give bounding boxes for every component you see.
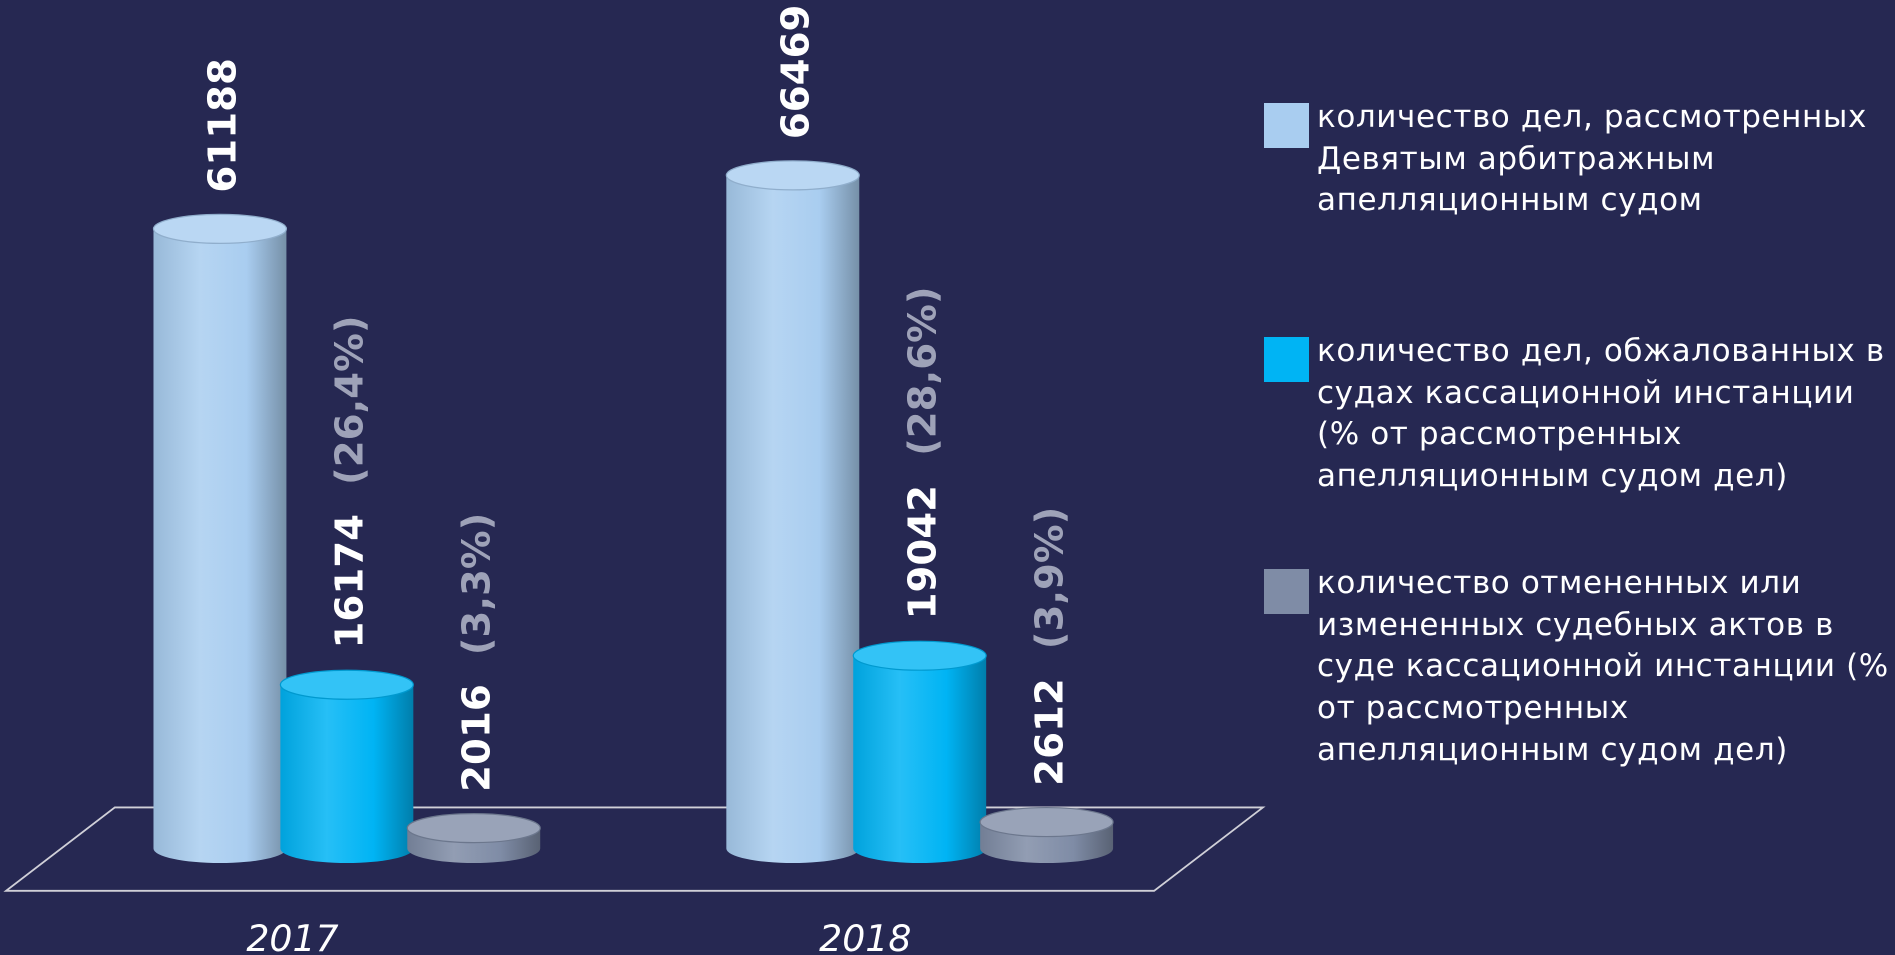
value-label: 2612 — [1027, 678, 1072, 786]
cylinder-top — [279, 669, 414, 700]
cylinder — [726, 175, 860, 864]
legend-swatch — [1264, 337, 1309, 382]
percent-label: (3,9%) — [1027, 507, 1072, 650]
value-label: 66469 — [774, 5, 819, 140]
cylinder — [280, 684, 414, 864]
percent-label: (28,6%) — [900, 286, 945, 455]
cylinder-top — [852, 640, 987, 671]
percent-label: (26,4%) — [328, 316, 373, 485]
legend-label: количество дел, обжалованных в судах кас… — [1317, 333, 1885, 495]
legend-swatch — [1264, 103, 1309, 148]
cylinder — [407, 828, 541, 864]
legend-label: количество отмененных или измененных суд… — [1317, 565, 1889, 768]
value-label: 2016 — [454, 684, 499, 792]
percent-label: (3,3%) — [454, 513, 499, 656]
cylinder — [153, 228, 287, 864]
legend-label: количество дел, рассмотренных Девятым ар… — [1317, 99, 1867, 219]
cylinder — [980, 822, 1114, 864]
cylinder-top — [725, 160, 860, 191]
cylinder-top — [979, 806, 1114, 838]
value-label: 61188 — [201, 58, 246, 193]
cylinder-top — [406, 812, 541, 844]
value-label: 16174 — [328, 514, 373, 649]
cylinder-top — [152, 213, 288, 244]
x-tick-label: 2017 — [246, 917, 338, 955]
legend-swatch — [1264, 569, 1309, 614]
cylinder — [853, 655, 987, 864]
floor — [3, 806, 1266, 892]
x-tick-label: 2018 — [819, 917, 911, 955]
value-label: 19042 — [900, 485, 945, 620]
